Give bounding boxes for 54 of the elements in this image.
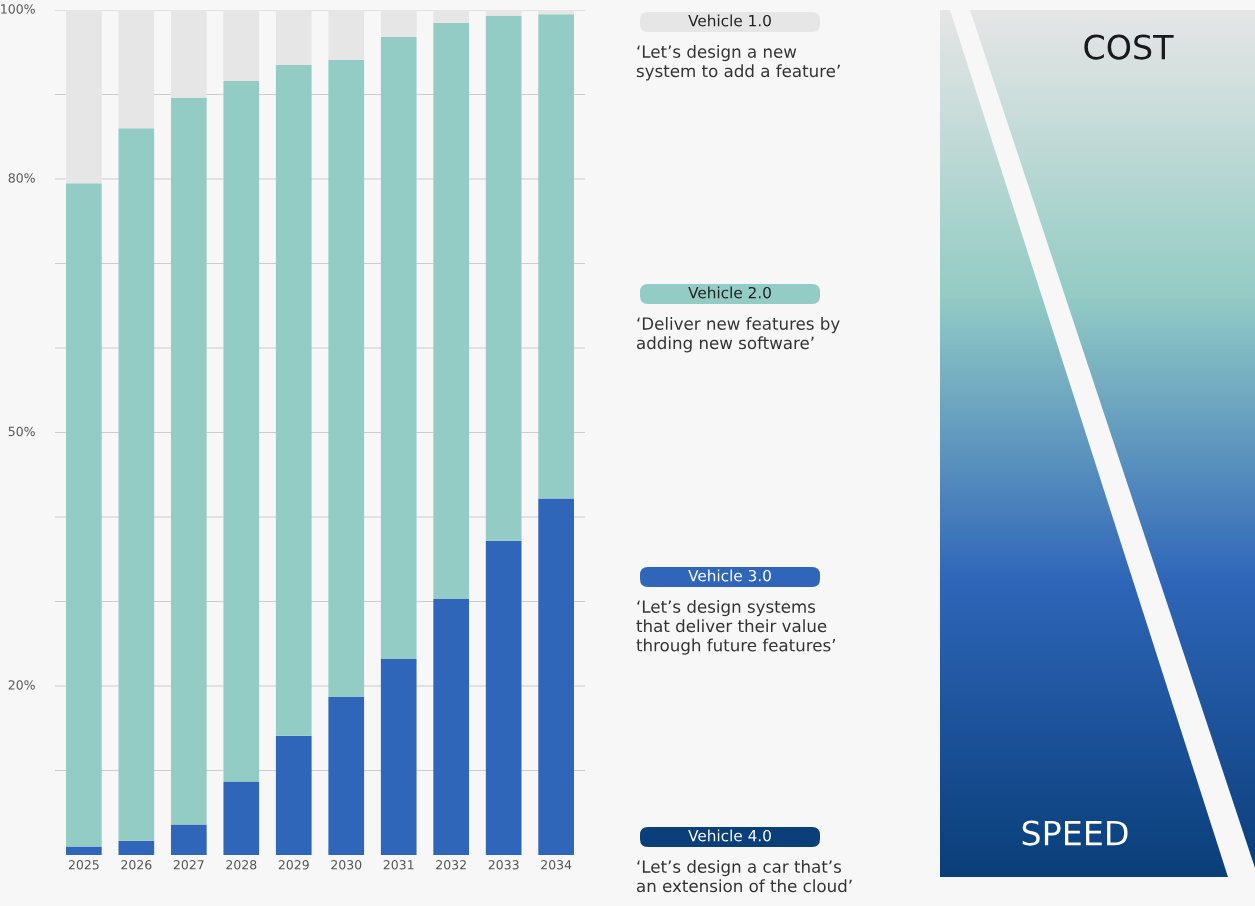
text: ‘Let’s design a car that’s an extension of the cloud’ [637, 860, 852, 893]
bar [170, 824, 207, 855]
bar [433, 10, 470, 23]
bar [433, 598, 470, 855]
bar [170, 10, 207, 98]
text: Vehicle 2.0 [688, 286, 771, 299]
text: Vehicle 3.0 [688, 569, 771, 582]
bar [223, 781, 260, 855]
x-tick-label: 2028 [226, 860, 257, 870]
x-tick-label: 2031 [383, 860, 414, 870]
bar [223, 80, 260, 782]
bar [538, 498, 574, 855]
bar [118, 10, 155, 129]
bar [485, 540, 522, 855]
text: SPEED [1022, 820, 1128, 846]
bar [328, 10, 365, 60]
text: COST [1084, 34, 1174, 60]
text: Vehicle 4.0 [688, 829, 771, 842]
bar [223, 10, 260, 81]
y-tick-label: 20% [8, 680, 35, 690]
y-tick-label: 50% [8, 426, 35, 437]
x-tick-label: 2027 [173, 860, 204, 870]
x-tick-label: 2030 [331, 860, 362, 870]
bar [170, 97, 207, 825]
bar [118, 840, 155, 855]
bar [485, 10, 522, 16]
bar [275, 735, 312, 855]
bar [538, 10, 574, 15]
x-tick-label: 2026 [121, 860, 152, 870]
bar [380, 658, 417, 855]
bar [380, 10, 417, 38]
text: Vehicle 1.0 [688, 14, 771, 27]
bar [485, 15, 522, 541]
bar [118, 128, 155, 841]
x-tick-label: 2033 [488, 860, 519, 870]
bar [275, 64, 312, 736]
bar [66, 846, 102, 855]
bar [380, 37, 417, 659]
y-tick-label: 80% [8, 173, 35, 183]
x-tick-label: 2029 [278, 860, 309, 870]
text: ‘Deliver new features by adding new software’ [637, 317, 840, 353]
y-tick-label: 100% [1, 4, 35, 14]
bar [66, 183, 102, 847]
bar [538, 14, 574, 499]
text: ‘Let’s design a new system to add a feature’ [636, 45, 840, 81]
x-tick-label: 2025 [68, 860, 99, 870]
bar [66, 10, 102, 184]
bar [275, 10, 312, 65]
x-tick-label: 2032 [436, 860, 466, 870]
bar [328, 59, 365, 697]
bar [328, 696, 365, 855]
text: ‘Let’s design systems that deliver their value through future features’ [636, 600, 836, 655]
x-tick-label: 2034 [541, 860, 572, 870]
bar [433, 22, 470, 599]
